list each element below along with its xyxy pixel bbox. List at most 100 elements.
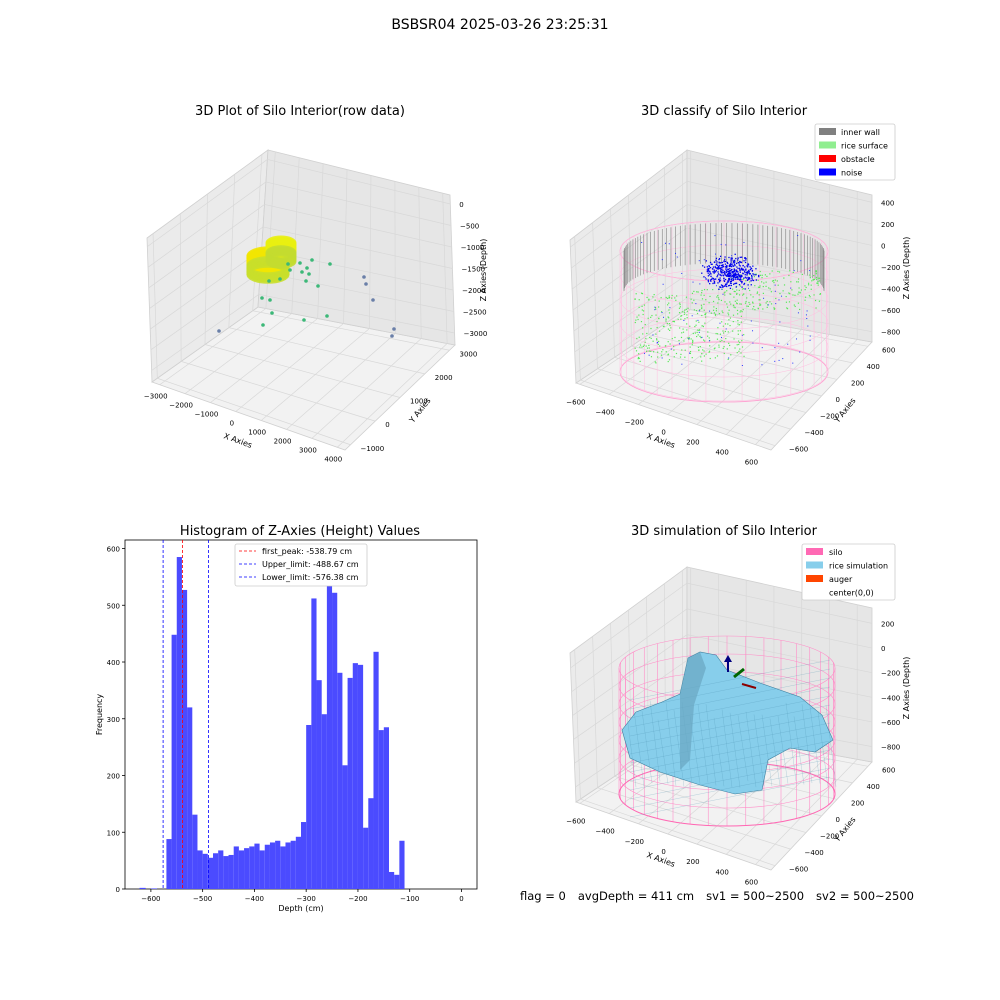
p1-grid-z [264, 204, 452, 248]
p2-noise-point [723, 260, 725, 262]
p2-rice-point [728, 342, 730, 344]
p2-noise-point [778, 299, 780, 301]
p2-rice-point [691, 342, 694, 344]
p3-y-tick: 100 [107, 829, 120, 837]
p2-rice-point [665, 318, 667, 320]
p2-noise-point [809, 339, 811, 341]
p2-rice-point [715, 332, 717, 335]
p2-rice-point [706, 289, 708, 291]
p2-noise-point [708, 340, 710, 342]
p2-rice-point [737, 333, 739, 335]
p2-noise-point [724, 273, 726, 275]
p2-noise-point [728, 277, 731, 280]
p3-legend-box [234, 543, 368, 587]
p4-surface-mesh [633, 710, 645, 787]
p2-rice-point [703, 303, 705, 305]
p4-auger-arrow [733, 667, 745, 679]
p2-noise-point [723, 272, 726, 274]
p2-rice-point [692, 332, 694, 335]
plot2-title: 3D classify of Silo Interior [640, 104, 808, 119]
p2-noise-point [726, 265, 728, 267]
p2-rice-point [736, 344, 738, 346]
p3-histogram-bar [187, 707, 193, 889]
p2-grid-z [571, 204, 688, 290]
p2-noise-point [735, 274, 737, 276]
p2-rice-point [743, 355, 745, 357]
p2-rice-point [789, 292, 791, 295]
p4-surface-mesh [641, 710, 653, 784]
p4-surface-mesh [657, 719, 669, 784]
p2-noise-point [724, 258, 726, 261]
p2-noise-point [727, 279, 730, 281]
p1-x-tick: 3000 [299, 446, 317, 454]
p2-noise-point [739, 279, 741, 281]
p2-rice-point [683, 311, 685, 313]
p2-rice-point [679, 303, 681, 306]
p2-rice-point [636, 337, 638, 340]
p4-surface-mesh [629, 704, 831, 746]
p2-noise-point [707, 279, 709, 281]
p2-rice-point [723, 346, 725, 348]
p2-legend-swatch [819, 168, 836, 176]
p2-noise-point [705, 278, 707, 280]
p1-grid-z [151, 294, 260, 371]
p2-rice-point [808, 284, 810, 286]
p2-rice-point [812, 279, 814, 281]
p2-noise-point [741, 286, 743, 288]
p2-rice-point [667, 353, 670, 355]
p2-rice-point [666, 297, 668, 300]
p2-rice-point [643, 310, 645, 312]
p2-noise-point [733, 269, 736, 271]
p2-rice-point [680, 318, 682, 320]
p2-rice-point [800, 289, 803, 291]
p2-rice-point [658, 340, 660, 343]
p2-noise-point [716, 274, 719, 276]
p2-rice-point [768, 287, 770, 289]
p2-noise-point [726, 266, 728, 268]
p2-noise-point [725, 270, 728, 272]
p3-histogram-bar [373, 651, 379, 889]
p2-noise-point [719, 255, 722, 258]
p2-noise-point [711, 268, 714, 270]
p3-histogram-bar [171, 634, 177, 889]
p3-histogram-bar [280, 846, 286, 889]
p2-noise-point [744, 271, 746, 274]
p2-noise-point [738, 262, 740, 264]
p2-noise-point [681, 272, 683, 274]
p2-noise-point [710, 263, 712, 265]
p2-noise-point [711, 277, 713, 279]
p2-noise-point [654, 306, 656, 308]
p2-noise-point [800, 260, 802, 262]
p1-x-tick: 0 [230, 420, 234, 428]
p3-y-tick: 300 [107, 716, 120, 724]
p2-rice-point [753, 276, 755, 278]
p2-rice-point [815, 270, 817, 272]
p2-noise-point [745, 277, 747, 279]
p2-rice-point [642, 333, 644, 335]
p4-surface-mesh [785, 702, 797, 782]
p2-noise-point [721, 261, 723, 264]
p2-rice-point [750, 294, 752, 296]
p1-data-point [298, 261, 302, 265]
p1-grid-z [150, 271, 261, 351]
p2-rice-point [667, 360, 669, 363]
p2-noise-point [713, 279, 715, 281]
p2-rice-point [720, 299, 723, 302]
p3-histogram-bar [337, 672, 343, 889]
p2-rice-point [638, 357, 640, 359]
p3-x-tick: −300 [297, 895, 316, 903]
p2-noise-point [761, 347, 763, 349]
p2-noise-point [749, 278, 751, 280]
p2-noise-point [676, 256, 678, 258]
p2-rice-point [706, 335, 709, 337]
p2-noise-point [708, 265, 710, 268]
p2-noise-point [734, 253, 736, 255]
p4-y-tick: −600 [789, 866, 808, 874]
p2-grid-y [665, 322, 853, 364]
p2-rice-point [718, 344, 720, 346]
p2-grid-y [580, 379, 776, 447]
p2-noise-point [740, 277, 742, 279]
p2-rice-point [741, 311, 743, 313]
p2-noise-point [749, 268, 751, 271]
